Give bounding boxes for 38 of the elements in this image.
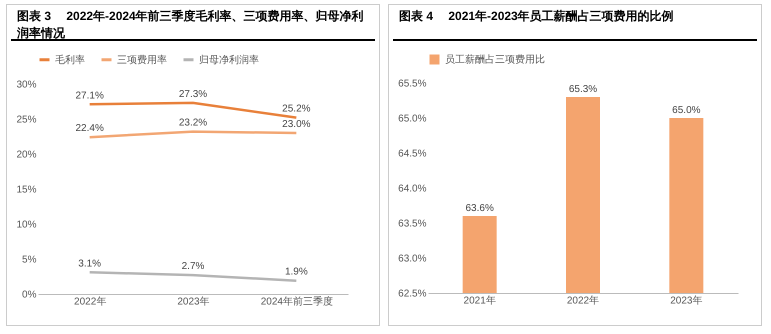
legend-label: 归母净利润率 — [199, 54, 259, 66]
y-tick-label: 65.0% — [398, 114, 427, 124]
y-tick-label: 0% — [22, 290, 37, 300]
chart-title: 图表 3 2022年-2024年前三季度毛利率、三项费用率、归母净利润率情况 — [11, 5, 375, 41]
data-label: 22.4% — [75, 123, 104, 134]
y-tick-label: 65.5% — [398, 78, 427, 90]
x-tick-label: 2023年 — [670, 294, 702, 306]
y-tick-label: 25% — [16, 114, 37, 126]
y-tick-label: 15% — [16, 184, 37, 196]
legend-label: 毛利率 — [55, 54, 85, 66]
y-tick-label: 20% — [16, 150, 37, 160]
legend-label: 三项费用率 — [117, 54, 167, 66]
y-tick-label: 64.0% — [398, 184, 427, 194]
x-tick-label: 2024年前三季度 — [260, 296, 333, 308]
data-label: 23.0% — [282, 119, 311, 130]
legend-label: 员工薪酬占三项费用比 — [445, 54, 545, 66]
data-label: 63.6% — [465, 203, 494, 214]
y-tick-label: 10% — [16, 220, 37, 230]
chart-title: 图表 4 2021年-2023年员工薪酬占三项费用的比例 — [393, 5, 757, 41]
data-label: 65.3% — [568, 84, 598, 95]
y-tick-label: 64.5% — [398, 148, 427, 160]
data-label: 25.2% — [282, 104, 311, 115]
y-tick-label: 63.0% — [398, 254, 427, 264]
data-label: 65.0% — [672, 105, 701, 116]
data-label: 27.3% — [178, 88, 208, 100]
x-tick-label: 2022年 — [74, 296, 106, 308]
y-tick-label: 63.5% — [398, 218, 427, 230]
x-tick-label: 2021年 — [464, 294, 496, 306]
x-tick-label: 2022年 — [566, 294, 600, 306]
y-tick-label: 30% — [16, 80, 37, 90]
y-tick-label: 5% — [22, 254, 37, 266]
data-label: 2.7% — [182, 261, 205, 272]
data-label: 1.9% — [284, 266, 308, 278]
data-label: 3.1% — [78, 258, 102, 270]
data-label: 23.2% — [178, 118, 208, 129]
data-label: 27.1% — [75, 90, 104, 102]
x-tick-label: 2023年 — [177, 296, 210, 308]
y-tick-label: 62.5% — [398, 288, 427, 300]
